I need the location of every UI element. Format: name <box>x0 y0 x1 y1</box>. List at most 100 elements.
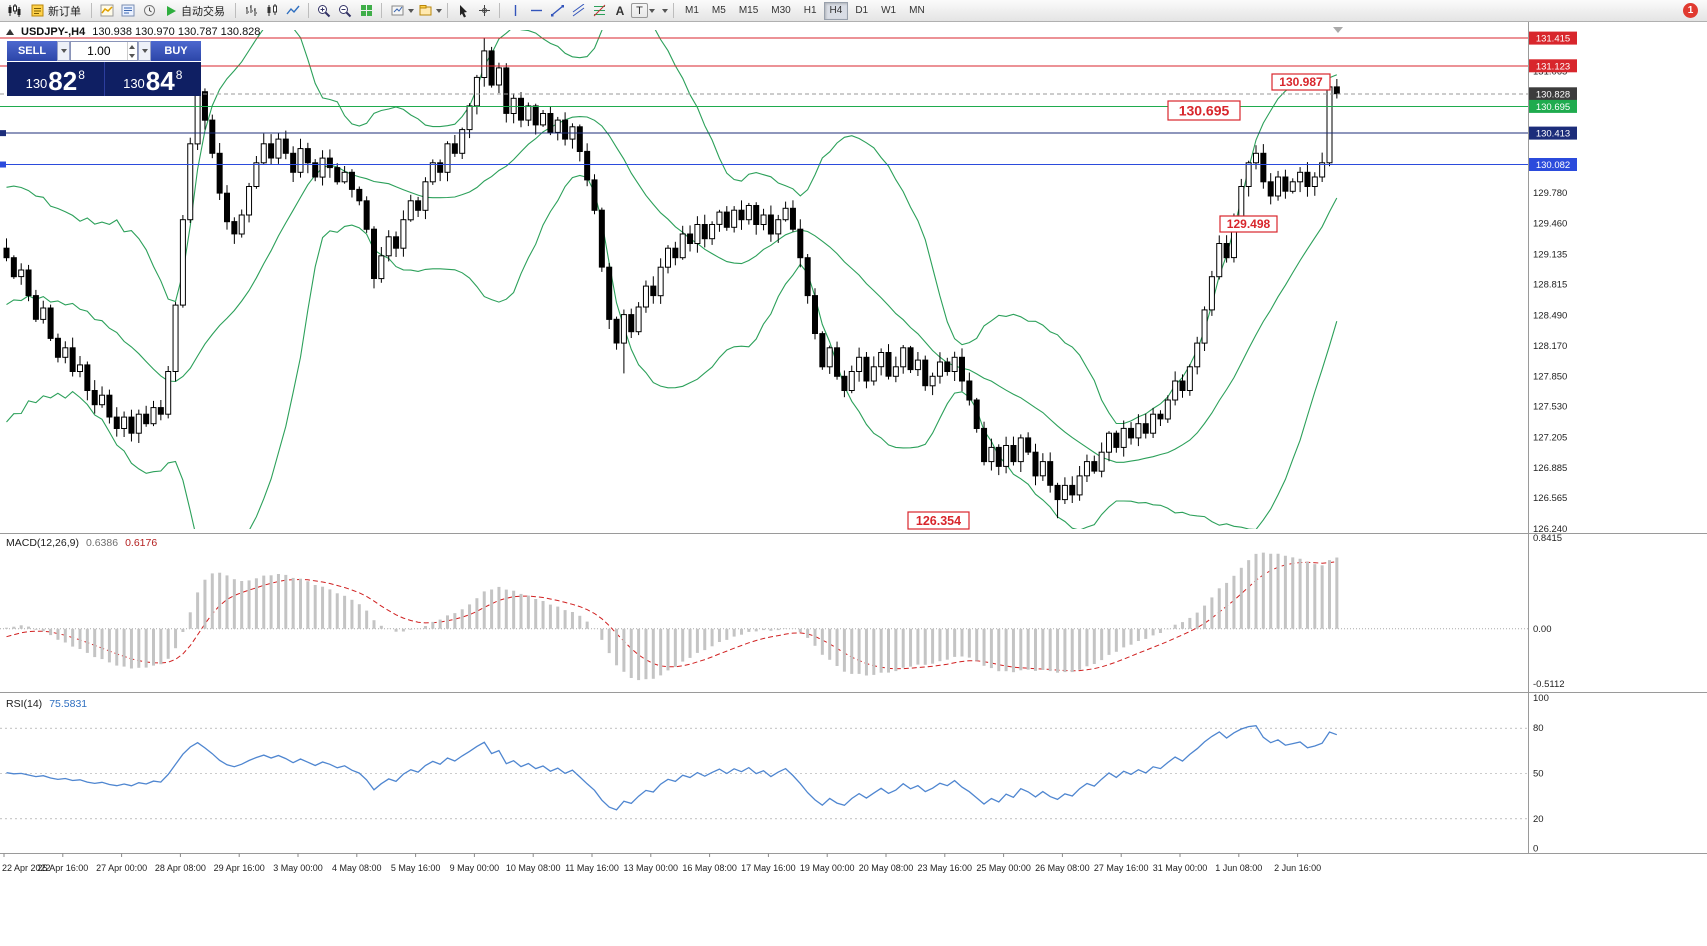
profiles-icon[interactable] <box>415 2 435 19</box>
flag-labels[interactable]: 130.695 130.987 129.498 126.354 <box>907 73 1331 530</box>
axis-price-box <box>1529 87 1577 101</box>
separator <box>673 3 674 18</box>
svg-text:27 Apr 00:00: 27 Apr 00:00 <box>96 863 147 873</box>
timeframe-m5[interactable]: M5 <box>711 4 726 16</box>
separator <box>91 3 92 18</box>
panel-separators[interactable] <box>0 22 1707 854</box>
buy-button[interactable]: BUY <box>151 41 201 61</box>
crosshair-icon[interactable] <box>474 2 494 19</box>
tile-windows-icon[interactable] <box>356 2 376 19</box>
bollinger-middle-band <box>6 116 1338 463</box>
one-click-trade-panel: SELL BUY 130 82 8 130 84 8 <box>7 41 201 96</box>
buy-options-dropdown[interactable] <box>138 41 151 61</box>
svg-text:28 Apr 08:00: 28 Apr 08:00 <box>155 863 206 873</box>
market-watch-icon[interactable] <box>118 2 138 19</box>
new-chart-icon[interactable] <box>387 2 407 19</box>
timeframe-mn[interactable]: MN <box>909 4 925 16</box>
svg-text:127.530: 127.530 <box>1533 402 1567 413</box>
timeframe-m30[interactable]: M30 <box>771 4 791 16</box>
trendline-icon[interactable] <box>547 2 567 19</box>
svg-text:130.413: 130.413 <box>1536 129 1570 140</box>
buy-price-button[interactable]: 130 84 8 <box>105 62 202 96</box>
macd-panel-title: MACD(12,26,9) 0.6386 0.6176 <box>6 537 157 549</box>
hline-handle[interactable] <box>0 130 6 137</box>
fibonacci-icon[interactable] <box>589 2 609 19</box>
profiles-dropdown-icon[interactable] <box>436 8 442 13</box>
new-chart-dropdown-icon[interactable] <box>408 8 414 13</box>
buy-price-main: 84 <box>145 66 175 96</box>
svg-text:20 May 08:00: 20 May 08:00 <box>859 863 914 873</box>
hline-handle[interactable] <box>0 161 6 168</box>
sell-price-button[interactable]: 130 82 8 <box>7 62 105 96</box>
macd-name: MACD(12,26,9) <box>6 537 79 549</box>
axis-price-box <box>1529 99 1577 113</box>
macd-value: 0.6386 <box>85 537 119 549</box>
separator <box>499 3 500 18</box>
sell-button[interactable]: SELL <box>7 41 57 61</box>
main-toolbar: 新订单 自动交易 <box>0 0 1707 22</box>
chart-shift-icon[interactable] <box>1333 27 1343 33</box>
svg-text:130.082: 130.082 <box>1536 160 1570 171</box>
one-click-toggle-icon[interactable] <box>6 29 14 35</box>
timeframe-h4[interactable]: H4 <box>823 1 849 20</box>
history-center-icon[interactable] <box>139 2 159 19</box>
vertical-line-icon[interactable] <box>505 2 525 19</box>
separator <box>235 3 236 18</box>
timeframe-d1[interactable]: D1 <box>855 4 869 16</box>
svg-text:129.460: 129.460 <box>1533 219 1567 230</box>
svg-text:126.240: 126.240 <box>1533 524 1567 535</box>
new-order-button[interactable]: 新订单 <box>25 2 86 20</box>
timeframe-w1[interactable]: W1 <box>881 4 897 16</box>
new-order-icon <box>30 2 44 19</box>
volume-input[interactable] <box>71 42 127 60</box>
bollinger-lower-band <box>6 174 1338 529</box>
svg-text:22 Apr 2022: 22 Apr 2022 <box>2 863 51 873</box>
sell-options-dropdown[interactable] <box>57 41 70 61</box>
channel-icon[interactable] <box>568 2 588 19</box>
flag-label[interactable]: 130.987 <box>1279 75 1323 89</box>
text-tool-icon[interactable]: A <box>615 3 625 18</box>
shapes-dropdown-icon[interactable] <box>649 8 655 13</box>
svg-text:19 May 00:00: 19 May 00:00 <box>800 863 855 873</box>
svg-text:128.815: 128.815 <box>1533 280 1567 291</box>
svg-text:16 May 08:00: 16 May 08:00 <box>682 863 737 873</box>
flag-label[interactable]: 126.354 <box>916 514 961 528</box>
cursor-icon[interactable] <box>453 2 473 19</box>
svg-text:20: 20 <box>1533 814 1544 825</box>
price-axis[interactable]: 131.385131.065130.745130.420130.100129.7… <box>1529 31 1577 855</box>
symbol-ohlc: 130.938 130.970 130.787 130.828 <box>92 26 261 38</box>
volume-stepper[interactable] <box>126 42 137 60</box>
candle-chart-icon[interactable] <box>262 2 282 19</box>
zoom-in-icon[interactable] <box>314 2 334 19</box>
separator <box>447 3 448 18</box>
axis-price-box <box>1529 126 1577 140</box>
rsi-panel-title: RSI(14) 75.5831 <box>6 698 87 710</box>
timeframe-m1[interactable]: M1 <box>685 4 699 16</box>
bollinger-bands <box>6 30 1338 529</box>
svg-text:23 May 16:00: 23 May 16:00 <box>918 863 973 873</box>
rsi-line <box>6 725 1338 811</box>
indicators-icon[interactable] <box>97 2 117 19</box>
zoom-out-icon[interactable] <box>335 2 355 19</box>
timeframe-h1[interactable]: H1 <box>803 4 817 16</box>
svg-text:17 May 16:00: 17 May 16:00 <box>741 863 796 873</box>
chart-canvas[interactable]: 130.695 130.987 129.498 126.354 131.385131.0… <box>0 22 1707 946</box>
notification-badge[interactable]: 1 <box>1683 3 1698 18</box>
line-chart-icon[interactable] <box>283 2 303 19</box>
svg-text:127.850: 127.850 <box>1533 371 1567 382</box>
horizontal-lines[interactable] <box>0 37 1528 168</box>
horizontal-line-icon[interactable] <box>526 2 546 19</box>
flag-label[interactable]: 129.498 <box>1227 217 1271 231</box>
autotrade-play-icon <box>165 2 177 19</box>
chart-window-icon[interactable] <box>4 2 24 19</box>
arrows-dropdown-icon[interactable] <box>662 8 668 13</box>
flag-label[interactable]: 130.695 <box>1179 102 1230 118</box>
label-tool-icon[interactable]: T <box>631 3 648 18</box>
bar-chart-icon[interactable] <box>241 2 261 19</box>
timeframe-m15[interactable]: M15 <box>738 4 759 16</box>
autotrade-button[interactable]: 自动交易 <box>160 2 230 20</box>
svg-text:11 May 16:00: 11 May 16:00 <box>565 863 619 873</box>
svg-text:50: 50 <box>1533 769 1544 780</box>
svg-text:26 May 08:00: 26 May 08:00 <box>1035 863 1090 873</box>
